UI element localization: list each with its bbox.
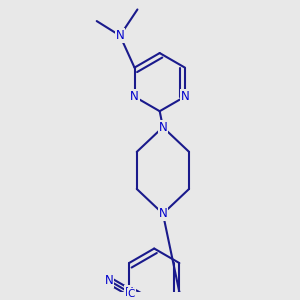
Text: N: N [104,274,113,287]
Text: N: N [158,207,167,220]
Text: N: N [125,286,134,298]
Text: N: N [181,90,189,103]
Text: N: N [116,29,124,42]
Text: C: C [128,289,135,298]
Text: N: N [130,90,139,103]
Text: N: N [158,121,167,134]
